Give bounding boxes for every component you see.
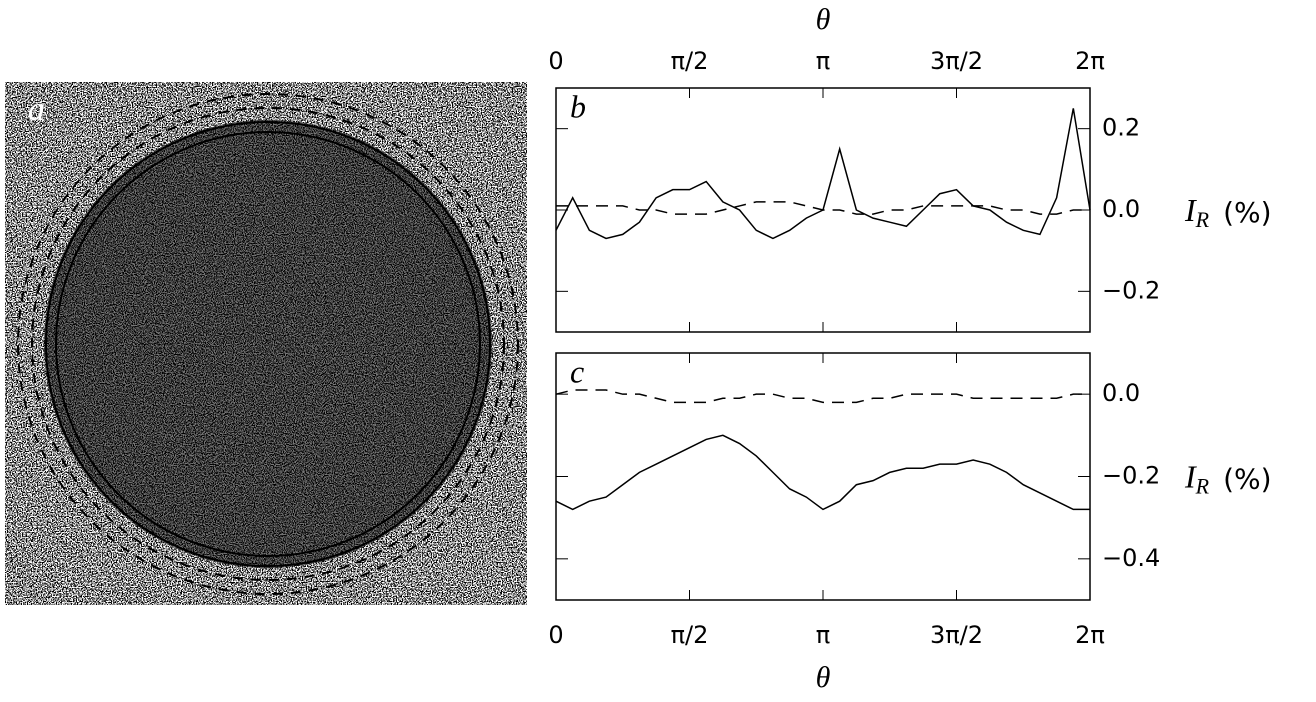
y-axis-unit: (%) <box>1223 463 1271 496</box>
x-tick-label: 2π <box>1075 47 1105 75</box>
plot-frame <box>555 352 1091 601</box>
y-tick-label: 0.0 <box>1102 195 1140 223</box>
x-axis-label: θ <box>816 661 831 694</box>
panel-label: b <box>570 88 586 124</box>
x-axis-label: θ <box>816 3 831 36</box>
panel-label: c <box>570 353 584 389</box>
y-axis-symbol: I <box>1184 192 1197 228</box>
x-tick-label: π <box>816 621 830 649</box>
y-axis-subscript: R <box>1195 474 1210 499</box>
x-tick-label: 3π/2 <box>930 621 983 649</box>
y-tick-label: −0.4 <box>1102 544 1160 572</box>
solid-line <box>555 434 1090 511</box>
y-tick-label: 0.2 <box>1102 114 1140 142</box>
y-tick-label: −0.2 <box>1102 462 1160 490</box>
x-tick-label: 0 <box>548 621 563 649</box>
panel-label: a <box>28 91 45 128</box>
x-tick-label: 2π <box>1075 621 1105 649</box>
x-tick-label: 3π/2 <box>930 47 983 75</box>
x-tick-label: π <box>816 47 830 75</box>
y-tick-label: −0.2 <box>1102 276 1160 304</box>
dashed-circle <box>31 107 505 581</box>
dashed-circle <box>17 93 519 595</box>
panel-a: a <box>5 82 527 605</box>
x-tick-label: π/2 <box>671 621 709 649</box>
y-axis-subscript: R <box>1195 207 1210 232</box>
x-tick-label: 0 <box>548 47 563 75</box>
y-tick-label: 0.0 <box>1102 379 1140 407</box>
solid-line <box>555 108 1091 240</box>
dashed-line <box>556 201 1090 215</box>
dashed-line <box>555 389 1090 404</box>
y-axis-unit: (%) <box>1223 196 1271 229</box>
inner-circle <box>55 131 481 557</box>
y-axis-label: IR (%) <box>1184 459 1272 499</box>
outer-circle <box>45 121 491 567</box>
y-axis-symbol: I <box>1184 459 1197 495</box>
y-axis-label: IR (%) <box>1184 192 1272 232</box>
x-tick-label: π/2 <box>671 47 709 75</box>
